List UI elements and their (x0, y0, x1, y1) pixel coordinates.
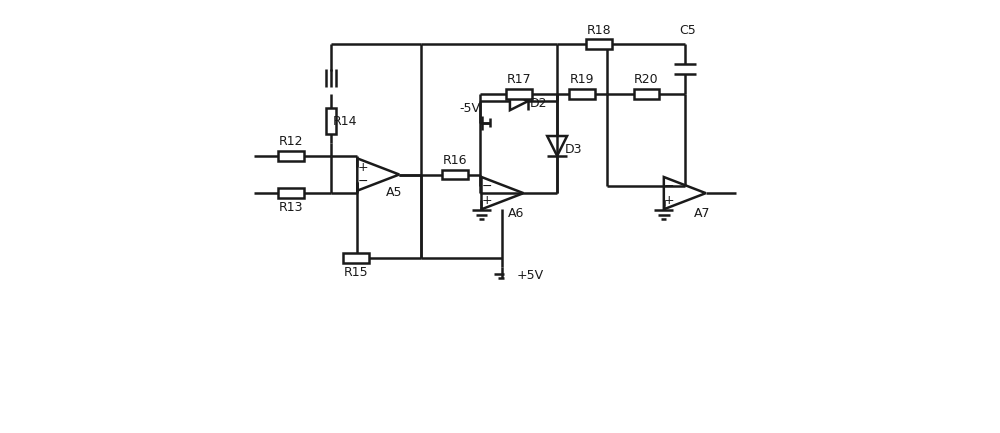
Text: -5V: -5V (460, 102, 481, 115)
Text: A5: A5 (386, 186, 402, 199)
Bar (326, 108, 336, 134)
Bar (343, 253, 369, 263)
Text: R12: R12 (279, 136, 304, 149)
Bar (442, 170, 468, 180)
Text: R13: R13 (279, 200, 304, 213)
Text: R14: R14 (333, 115, 357, 128)
Text: A7: A7 (693, 207, 710, 220)
Bar (586, 39, 612, 49)
Text: +5V: +5V (516, 269, 544, 282)
Text: −: − (482, 180, 492, 193)
Bar (569, 89, 595, 99)
Text: R20: R20 (634, 73, 659, 86)
Bar (634, 89, 659, 99)
Bar (278, 188, 304, 198)
Text: −: − (358, 175, 368, 188)
Text: R16: R16 (443, 154, 468, 167)
Text: +: + (664, 194, 675, 207)
Text: +: + (357, 161, 368, 174)
Text: −: − (664, 180, 675, 193)
Text: R17: R17 (506, 73, 531, 86)
Text: +: + (482, 194, 492, 207)
Text: R18: R18 (587, 24, 612, 37)
Text: C5: C5 (679, 24, 696, 37)
Text: D2: D2 (530, 97, 547, 110)
Text: A6: A6 (508, 207, 525, 220)
Bar (278, 151, 304, 161)
Text: D3: D3 (564, 143, 582, 156)
Text: R19: R19 (570, 73, 594, 86)
Text: R15: R15 (344, 266, 368, 279)
Bar (506, 89, 532, 99)
